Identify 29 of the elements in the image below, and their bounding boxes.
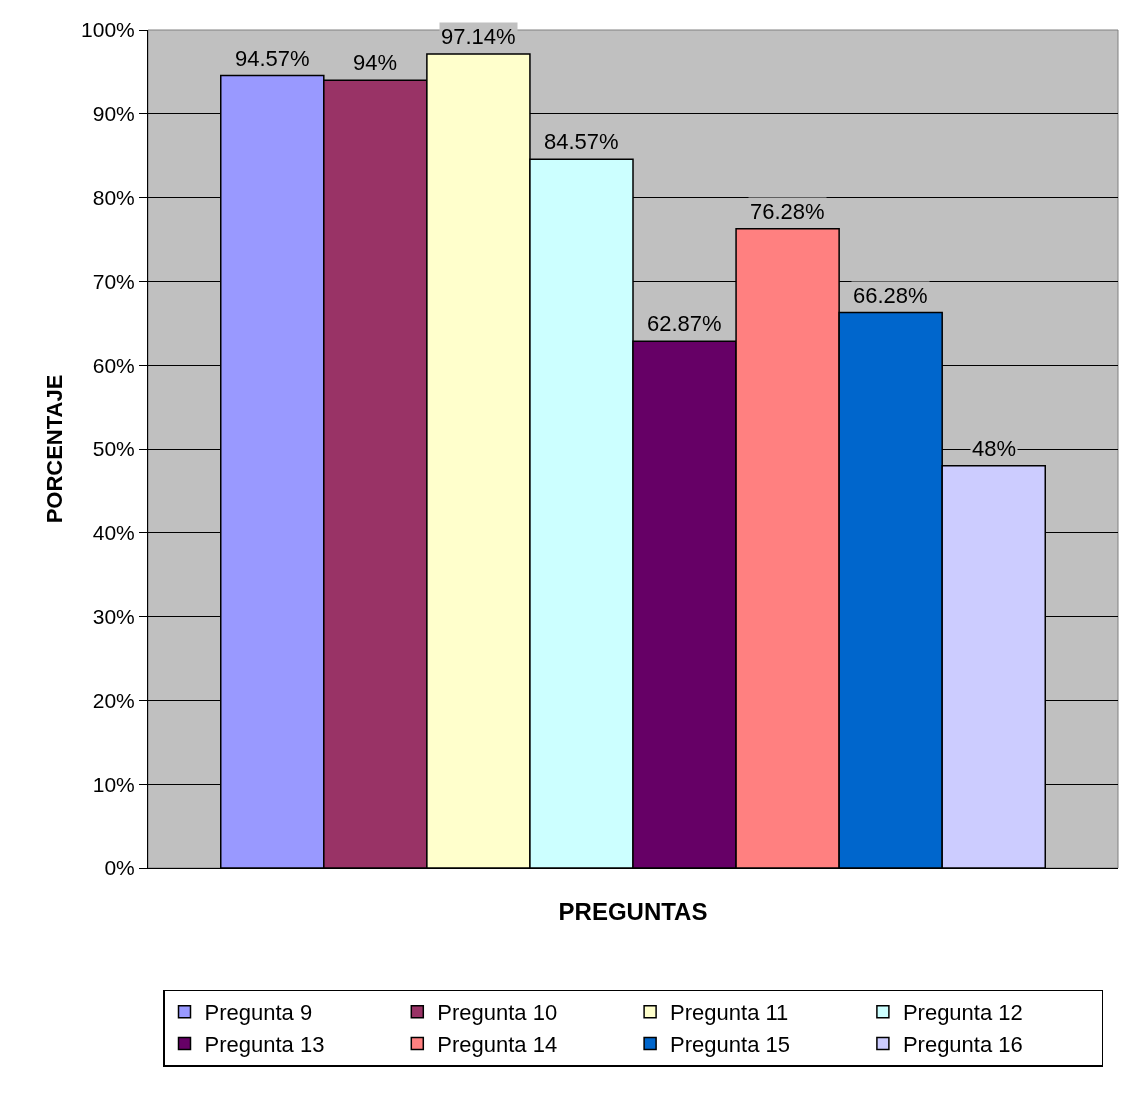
y-tick-label: 80% — [92, 185, 135, 209]
data-label: 94% — [353, 50, 398, 75]
y-tick-label: 30% — [92, 604, 135, 628]
y-tick-label: 10% — [92, 772, 135, 796]
data-label: 48% — [972, 436, 1017, 461]
y-tick-label: 90% — [92, 102, 135, 126]
x-axis-title: PREGUNTAS — [558, 897, 708, 925]
legend-label: Pregunta 13 — [204, 1031, 325, 1057]
data-label: 66.28% — [853, 283, 928, 308]
legend-label: Pregunta 10 — [437, 1000, 558, 1026]
y-axis-title: PORCENTAJE — [41, 374, 67, 524]
y-tick-label: 40% — [92, 521, 135, 545]
data-label: 62.87% — [647, 311, 722, 336]
data-label: 84.57% — [544, 129, 619, 154]
legend-label: Pregunta 14 — [437, 1031, 558, 1057]
data-label: 94.57% — [235, 46, 310, 71]
data-label: 97.14% — [441, 24, 516, 49]
y-tick-label: 0% — [104, 856, 135, 880]
legend-label: Pregunta 16 — [902, 1031, 1023, 1057]
y-tick-label: 60% — [92, 353, 135, 377]
y-tick-label: 100% — [81, 18, 135, 42]
legend-label: Pregunta 12 — [902, 1000, 1023, 1026]
y-tick-label: 50% — [92, 437, 135, 461]
data-label: 76.28% — [750, 199, 825, 224]
y-tick-label: 20% — [92, 688, 135, 712]
y-tick-label: 70% — [92, 269, 135, 293]
legend-label: Pregunta 11 — [670, 1000, 789, 1026]
legend-label: Pregunta 15 — [670, 1031, 790, 1057]
legend-label: Pregunta 9 — [204, 1000, 313, 1026]
